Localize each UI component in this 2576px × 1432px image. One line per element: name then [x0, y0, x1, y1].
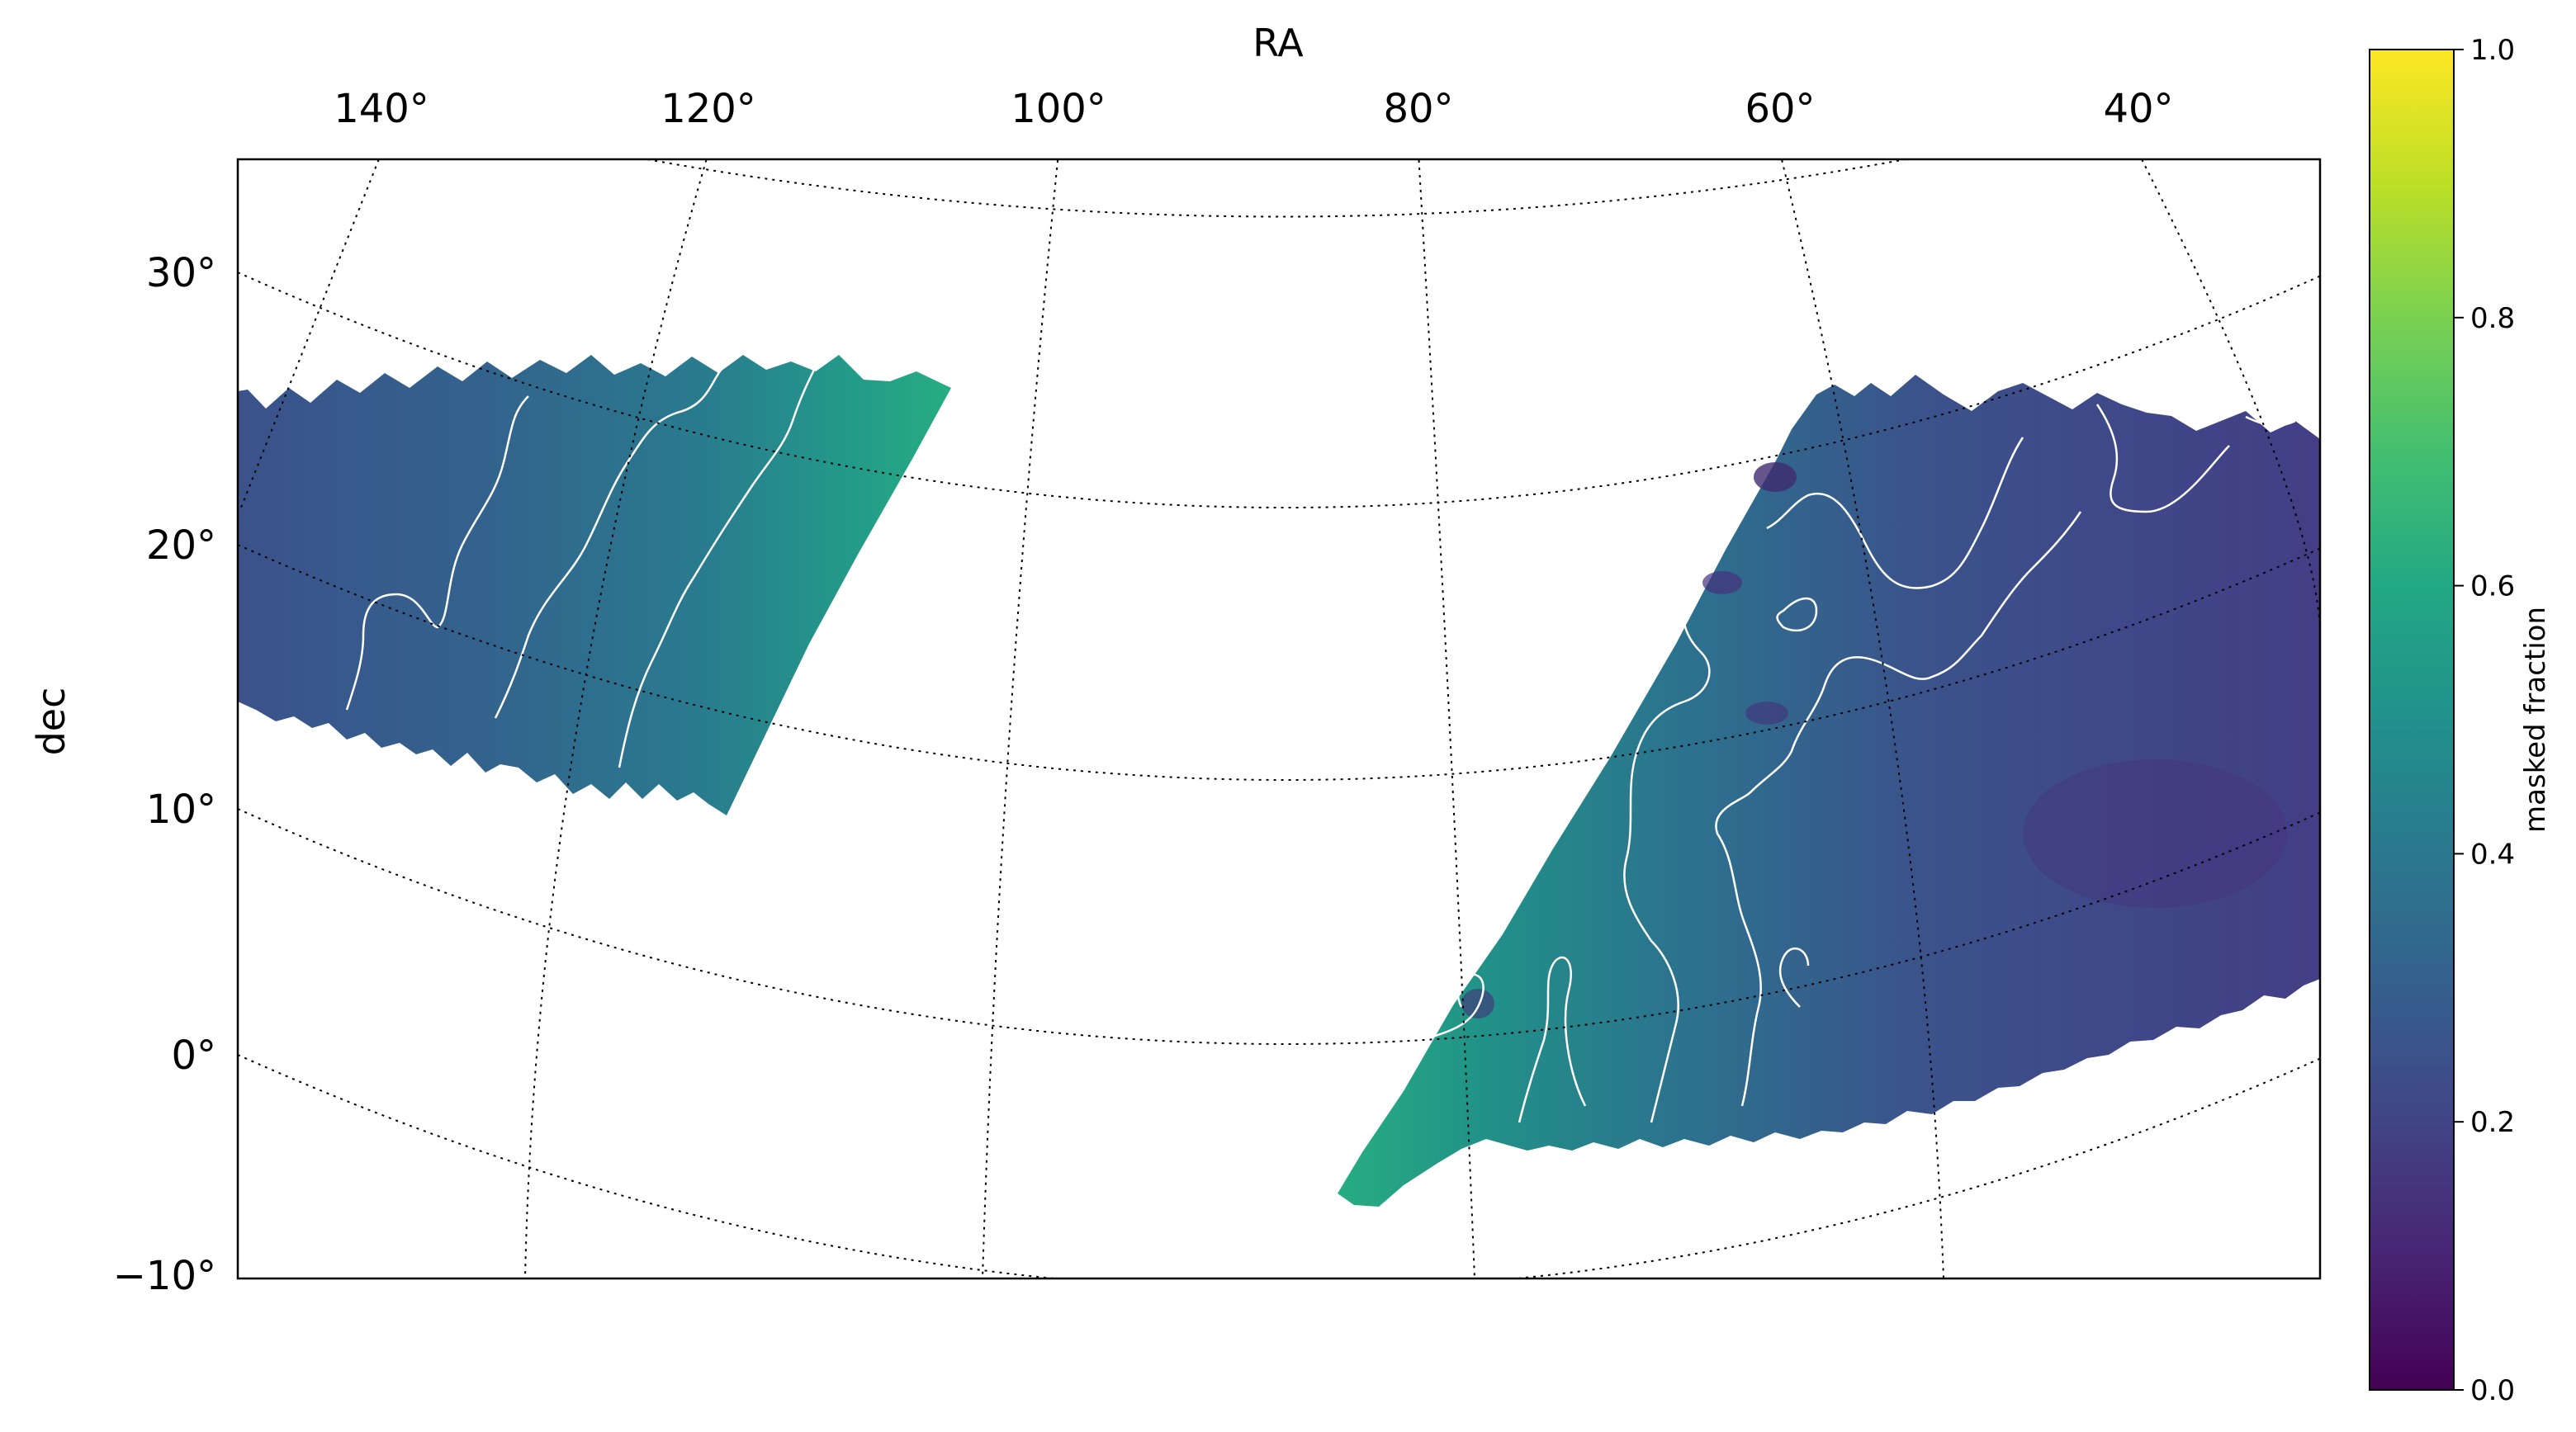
- y-tick-label-30: 30°: [146, 250, 216, 296]
- contour-west-3: [618, 362, 819, 768]
- colorbar-ticks: 0.0 0.2 0.4 0.6 0.8 1.0: [2454, 34, 2515, 1407]
- ra-line-80: [1418, 159, 1475, 1278]
- colorbar-label: masked fraction: [2519, 607, 2552, 833]
- dark-spot-2: [1702, 571, 1742, 594]
- colorbar-gradient: [2369, 49, 2455, 1391]
- dark-spot-3: [1745, 702, 1788, 725]
- colorbar-tick-label-0.6: 0.6: [2470, 570, 2515, 603]
- x-axis-label: RA: [1252, 21, 1304, 65]
- dec-line-top: [642, 159, 1911, 218]
- colorbar: 0.0 0.2 0.4 0.6 0.8 1.0 masked fraction: [2369, 34, 2552, 1407]
- ra-line-120: [524, 159, 708, 1278]
- dark-spot-4: [1461, 989, 1494, 1018]
- contour-east-4: [1715, 511, 2082, 1107]
- y-tick-label-20: 20°: [146, 522, 216, 569]
- ra-line-60: [1780, 159, 1944, 1278]
- ra-line-100: [982, 159, 1059, 1278]
- ra-line-140: [239, 159, 380, 513]
- x-tick-label-140: 140°: [334, 86, 429, 132]
- low-mask-patch: [2023, 759, 2287, 908]
- y-axis-label: dec: [29, 688, 73, 756]
- y-tick-label-10: 10°: [146, 787, 216, 833]
- ra-line-40: [2140, 159, 2320, 628]
- contour-east-8: [2095, 404, 2230, 513]
- x-tick-label-100: 100°: [1011, 86, 1106, 132]
- contour-west-2: [494, 362, 727, 719]
- colorbar-tick-label-1: 1.0: [2470, 34, 2515, 67]
- x-tick-label-60: 60°: [1745, 86, 1815, 132]
- footprint-west-fill: [238, 355, 951, 815]
- contour-east-9: [2245, 415, 2296, 427]
- footprint-east-fill: [1338, 375, 2320, 1207]
- plot-frame: [236, 158, 2322, 1280]
- dark-spot-1: [1754, 462, 1797, 492]
- contours: [345, 362, 2296, 1123]
- y-tick-labels: 30° 20° 10° 0° −10°: [113, 250, 216, 1299]
- x-tick-label-40: 40°: [2103, 86, 2173, 132]
- colorbar-tick-label-0.8: 0.8: [2470, 302, 2515, 335]
- contour-east-5: [1778, 948, 1810, 1008]
- footprint-region-west: [238, 355, 951, 815]
- contour-east-7: [1776, 597, 1818, 632]
- contour-east-6: [1766, 437, 2024, 589]
- graticule: [238, 159, 2320, 1278]
- colorbar-tick-label-0: 0.0: [2470, 1374, 2515, 1407]
- x-tick-label-80: 80°: [1383, 86, 1453, 132]
- colorbar-tick-label-0.4: 0.4: [2470, 838, 2515, 871]
- footprint-region-east: [1338, 375, 2320, 1207]
- contour-east-2: [1518, 956, 1587, 1123]
- dec-line-0: [238, 1054, 2320, 1278]
- x-tick-labels: 140° 120° 100° 80° 60° 40°: [334, 86, 2173, 132]
- contour-west-1: [345, 395, 529, 711]
- x-tick-label-120: 120°: [661, 86, 756, 132]
- colorbar-tick-label-0.2: 0.2: [2470, 1106, 2515, 1139]
- contour-east-1: [1419, 972, 1485, 1042]
- y-tick-label-0: 0°: [171, 1033, 216, 1079]
- y-tick-label--10: −10°: [113, 1253, 216, 1299]
- contour-east-3: [1623, 593, 1711, 1123]
